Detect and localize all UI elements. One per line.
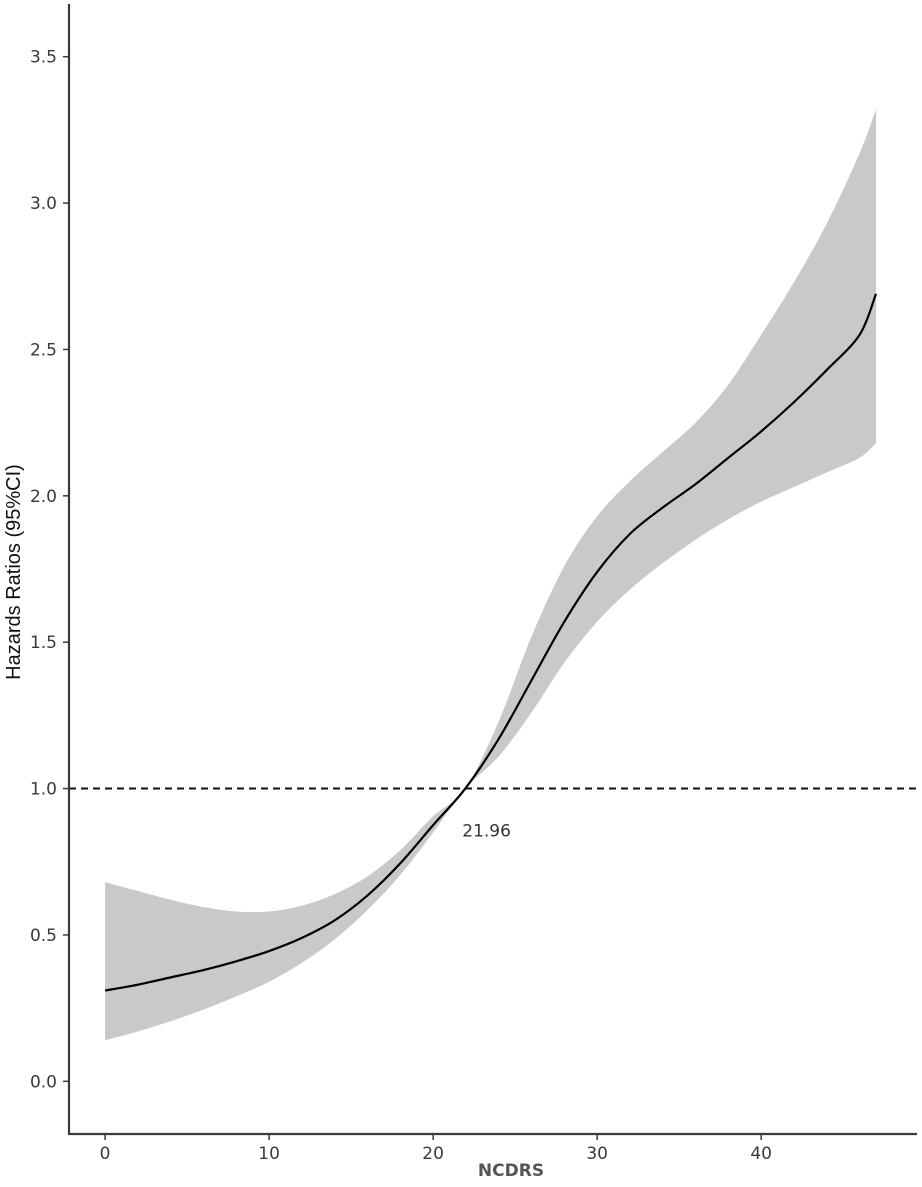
x-tick-label: 0 <box>100 1144 111 1164</box>
y-tick-label: 1.0 <box>30 780 57 800</box>
x-tick-label: 30 <box>586 1144 608 1164</box>
y-tick-label: 0.0 <box>30 1072 57 1092</box>
x-tick-label: 40 <box>750 1144 772 1164</box>
hazard-ratio-line <box>104 293 878 992</box>
y-tick-label: 1.5 <box>30 633 57 653</box>
x-axis-title: NCDRS <box>478 1161 544 1181</box>
y-tick-label: 3.0 <box>30 194 57 214</box>
axis-layer <box>67 4 917 1136</box>
x-tick-label: 20 <box>422 1144 444 1164</box>
tick-layer: 0.0 0.5 1.0 1.5 2.0 2.5 3.0 3.5 0 10 20 30 40 <box>30 48 772 1164</box>
y-tick-label: 2.5 <box>30 340 57 360</box>
plot-layer <box>69 109 917 1041</box>
y-tick-label: 3.5 <box>30 48 57 68</box>
y-tick-label: 0.5 <box>30 926 57 946</box>
y-axis-title: Hazards Ratios (95%CI) <box>3 464 25 680</box>
y-tick-label: 2.0 <box>30 487 57 507</box>
confidence-band <box>105 109 876 1041</box>
threshold-annotation: 21.96 <box>462 822 511 842</box>
x-tick-label: 10 <box>258 1144 280 1164</box>
